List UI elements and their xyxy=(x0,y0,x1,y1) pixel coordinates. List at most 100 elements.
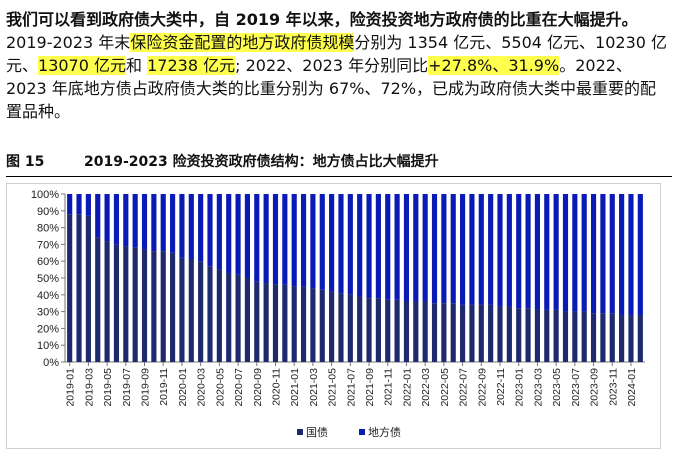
bar-segment-guozhai xyxy=(488,304,494,362)
highlight-segment: 保险资金配置的地方政府债规模 xyxy=(130,33,355,52)
bar-segment-difangzhai xyxy=(188,194,194,260)
bar-segment-difangzhai xyxy=(534,194,540,310)
bar-segment-difangzhai xyxy=(272,194,279,285)
bar-segment-guozhai xyxy=(562,311,569,362)
bar-segment-guozhai xyxy=(534,309,540,362)
bar-segment-difangzhai xyxy=(600,194,606,314)
legend-swatch xyxy=(359,429,365,435)
x-tick-label: 2022-03 xyxy=(420,368,432,407)
bar-segment-difangzhai xyxy=(394,194,400,300)
x-tick-label: 2020-11 xyxy=(270,368,282,406)
x-tick-label: 2022-01 xyxy=(401,368,413,407)
bar-segment-difangzhai xyxy=(469,194,475,305)
y-tick-label: 10% xyxy=(37,340,59,352)
bar-segment-guozhai xyxy=(282,284,288,362)
bar-segment-guozhai xyxy=(198,261,204,362)
chart-container: 0% 10% 20% 30% 40% 50% 60% 70% 80% 90% 100% 2019-01… xyxy=(6,183,661,449)
bar-segment-difangzhai xyxy=(329,194,335,292)
bar-segment-difangzhai xyxy=(85,194,91,216)
bar-segment-difangzhai xyxy=(357,194,363,297)
x-tick-label: 2019-09 xyxy=(140,368,152,407)
bar-segment-guozhai xyxy=(263,283,269,362)
y-tick-label: 20% xyxy=(37,323,59,335)
x-tick-label: 2023-01 xyxy=(514,368,526,407)
bar-segment-guozhai xyxy=(113,244,120,362)
x-tick-label: 2020-01 xyxy=(177,368,189,407)
bar-segment-guozhai xyxy=(628,314,634,362)
bar-segment-difangzhai xyxy=(450,194,456,304)
stacked-bar-chart: 0% 10% 20% 30% 40% 50% 60% 70% 80% 90% 100% 2019-01… xyxy=(31,189,645,439)
highlight-segment: 17238 亿元 xyxy=(147,56,236,75)
x-tick-label: 2023-03 xyxy=(532,368,544,407)
bar-segment-difangzhai xyxy=(403,194,410,302)
bar-segment-difangzhai xyxy=(282,194,288,285)
bar-segment-guozhai xyxy=(590,313,597,362)
bar-segment-difangzhai xyxy=(572,194,578,312)
bar-segment-guozhai xyxy=(95,237,101,362)
bar-segment-difangzhai xyxy=(497,194,503,307)
bar-segment-guozhai xyxy=(67,214,73,362)
bar-segment-difangzhai xyxy=(244,194,250,278)
bar-segment-difangzhai xyxy=(413,194,419,302)
bar-segment-guozhai xyxy=(506,306,512,362)
bar-segment-difangzhai xyxy=(67,194,73,215)
bar-segment-guozhai xyxy=(431,303,438,362)
bar-segment-difangzhai xyxy=(113,194,120,245)
bar-segment-guozhai xyxy=(394,299,400,362)
bar-segment-guozhai xyxy=(132,247,138,362)
bar-segment-difangzhai xyxy=(151,194,157,252)
bar-segment-difangzhai xyxy=(375,194,381,299)
bar-segment-difangzhai xyxy=(506,194,512,307)
bar-segment-difangzhai xyxy=(347,194,353,295)
y-tick-label: 80% xyxy=(37,223,59,235)
bar-segment-guozhai xyxy=(300,286,307,362)
bar-segment-guozhai xyxy=(76,214,82,362)
bar-segment-guozhai xyxy=(497,306,503,362)
bar-segment-guozhai xyxy=(403,301,410,362)
y-tick-label: 50% xyxy=(37,273,59,285)
bar-segment-difangzhai xyxy=(590,194,597,314)
y-tick-label: 90% xyxy=(37,206,59,218)
bar-segment-guozhai xyxy=(104,241,110,362)
bar-segment-guozhai xyxy=(422,301,428,362)
x-tick-label: 2019-03 xyxy=(83,368,95,407)
bar-segment-difangzhai xyxy=(198,194,204,262)
legend-swatch xyxy=(297,429,303,435)
bar-segment-guozhai xyxy=(141,249,148,362)
x-tick-label: 2019-11 xyxy=(158,368,170,406)
text-segment: ; 2022、2023 年分别同比 xyxy=(235,56,429,75)
x-tick-label: 2022-05 xyxy=(439,368,451,407)
bar-segment-difangzhai xyxy=(516,194,522,309)
text-segment: 分别为 1354 亿元、5504 亿元、10230 亿元、 xyxy=(6,33,668,75)
bar-segment-difangzhai xyxy=(338,194,344,294)
bar-segment-difangzhai xyxy=(441,194,447,304)
bar-segment-difangzhai xyxy=(478,194,484,305)
bar-segment-difangzhai xyxy=(160,194,166,252)
bar-segment-guozhai xyxy=(235,274,241,362)
highlight-segment: 13070 亿元 xyxy=(38,56,127,75)
bar-segment-guozhai xyxy=(291,286,297,362)
x-tick-label: 2023-05 xyxy=(551,368,563,407)
y-tick-label: 100% xyxy=(31,189,59,201)
bar-segment-guozhai xyxy=(637,314,643,362)
bar-segment-difangzhai xyxy=(488,194,494,305)
bar-segment-guozhai xyxy=(347,294,353,362)
bar-segment-guozhai xyxy=(609,313,615,362)
bar-segment-guozhai xyxy=(385,299,391,362)
text-segment: 2019-2023 年末 xyxy=(6,33,131,52)
bar-segment-difangzhai xyxy=(179,194,185,258)
x-tick-label: 2022-07 xyxy=(458,368,470,407)
y-tick-label: 30% xyxy=(37,307,59,319)
bar-segment-guozhai xyxy=(600,313,606,362)
y-tick-label: 70% xyxy=(37,239,59,251)
bar-segment-guozhai xyxy=(413,301,419,362)
bar-segment-difangzhai xyxy=(254,194,260,282)
bar-segment-guozhai xyxy=(553,309,559,362)
bar-segment-difangzhai xyxy=(310,194,316,289)
text-segment: 。2022、2023 年底地方债占政府债大类的比重分别为 67%、72%，已成为… xyxy=(6,56,657,121)
bar-segment-guozhai xyxy=(460,304,466,362)
text-segment: 和 xyxy=(126,56,148,75)
bar-segment-difangzhai xyxy=(544,194,550,310)
bar-segment-guozhai xyxy=(272,284,279,362)
bar-segment-difangzhai xyxy=(553,194,559,310)
